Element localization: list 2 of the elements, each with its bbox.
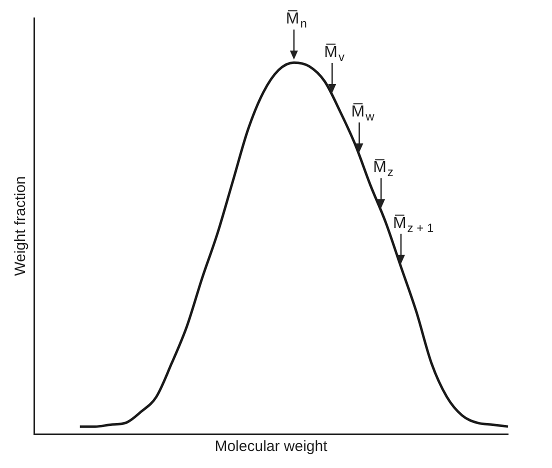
y-axis-title: Weight fraction — [12, 176, 30, 276]
x-axis-title: Molecular weight — [214, 438, 328, 456]
